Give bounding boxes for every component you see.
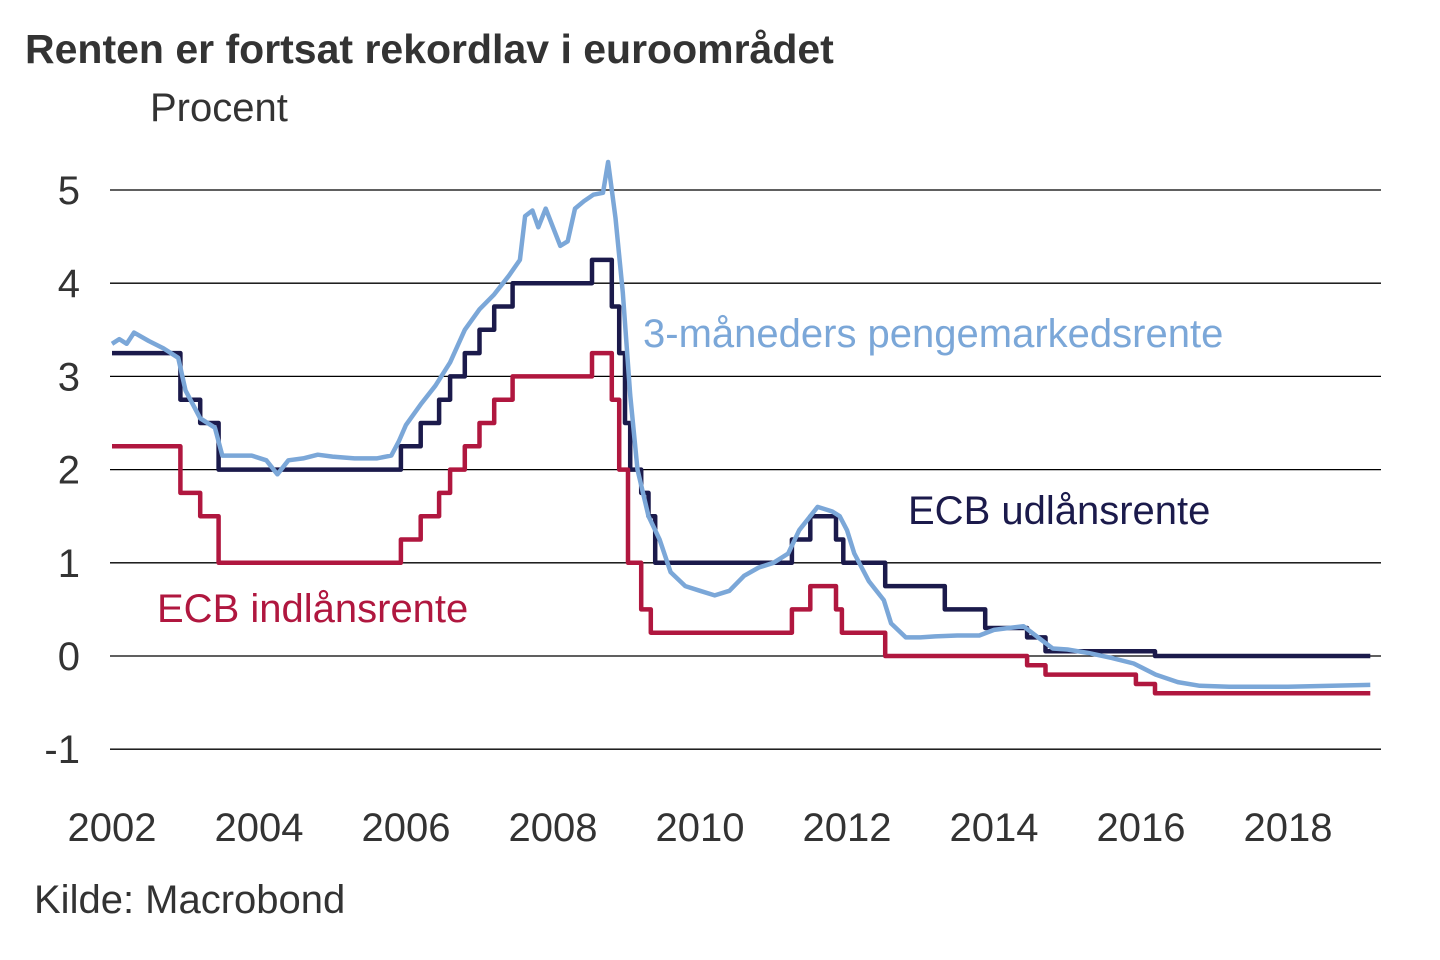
y-tick-label: 1	[58, 542, 80, 586]
series-line-2	[110, 159, 1371, 690]
x-tick-label: 2006	[362, 806, 451, 850]
x-tick-label: 2010	[656, 806, 745, 850]
x-tick-label: 2012	[803, 806, 892, 850]
y-tick-label: 4	[58, 262, 80, 306]
x-tick-label: 2004	[215, 806, 304, 850]
y-tick-label: -1	[44, 728, 80, 772]
y-tick-label: 5	[58, 169, 80, 213]
x-tick-label: 2014	[950, 806, 1039, 850]
annotation-lending-rate: ECB udlånsrente	[908, 489, 1210, 533]
x-tick-label: 2016	[1097, 806, 1186, 850]
y-tick-label: 2	[58, 449, 80, 493]
chart-title: Renten er fortsat rekordlav i euroområde…	[25, 26, 834, 72]
y-axis-unit-label: Procent	[150, 86, 288, 130]
y-tick-label: 3	[58, 355, 80, 399]
x-tick-label: 2002	[68, 806, 157, 850]
series-line-0	[112, 257, 1371, 659]
annotation-euribor: 3-måneders pengemarkedsrente	[643, 312, 1223, 356]
x-tick-label: 2008	[509, 806, 598, 850]
x-tick-label: 2018	[1244, 806, 1333, 850]
y-tick-label: 0	[58, 635, 80, 679]
series-line-1	[112, 350, 1371, 696]
source-note: Kilde: Macrobond	[34, 878, 346, 922]
annotation-deposit-rate: ECB indlånsrente	[157, 587, 468, 631]
